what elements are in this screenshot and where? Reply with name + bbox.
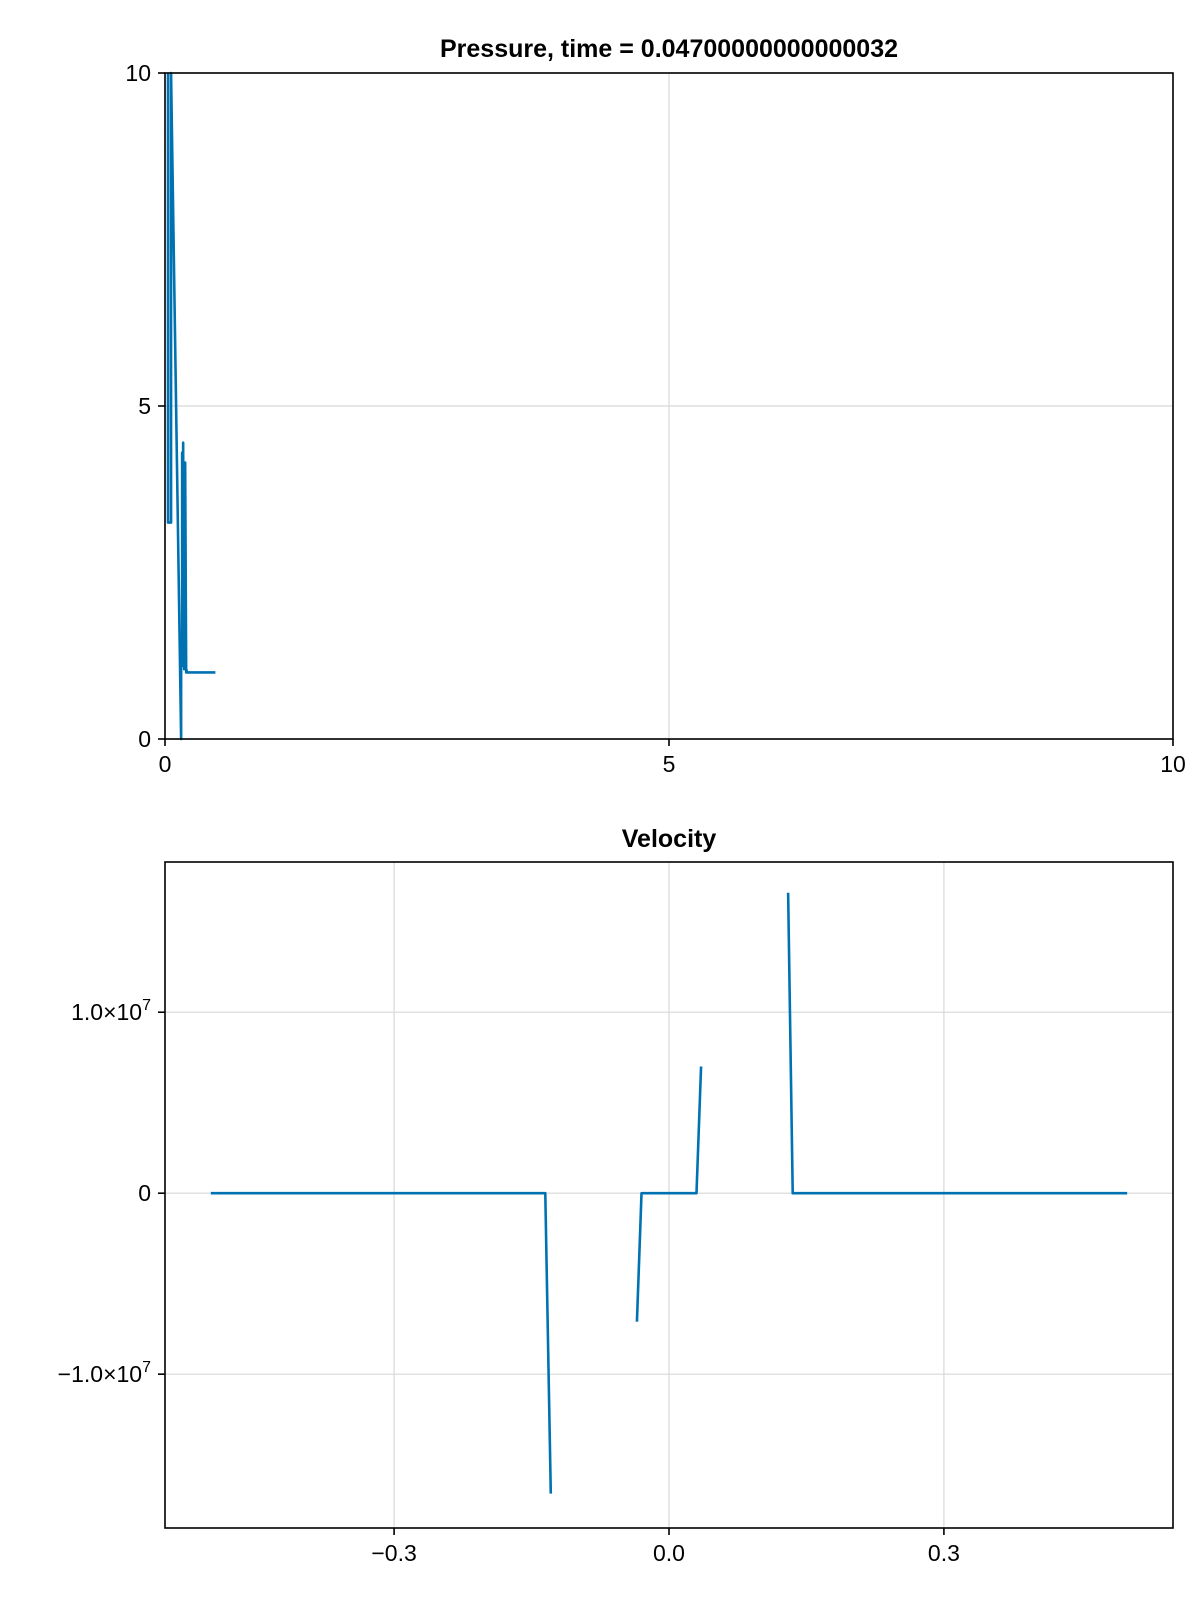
velocity-series-line-0-1 — [635, 1066, 703, 1322]
velocity-xtick-label-1: 0.0 — [653, 1540, 685, 1566]
velocity-series-line-0-0 — [210, 1191, 553, 1494]
pressure-ticks: 0 5 10 0 5 10 — [125, 60, 1185, 777]
velocity-ytick-label-1: 0 — [138, 1180, 151, 1206]
velocity-chart: Velocity −0.3 0.0 0.3 −1.0×107 0 1.0×107 — [58, 825, 1174, 1566]
pressure-ytick-label-1: 5 — [138, 393, 151, 419]
pressure-series — [166, 71, 216, 741]
velocity-series-line-0-2 — [786, 892, 1128, 1195]
velocity-chart-title: Velocity — [622, 825, 717, 853]
pressure-xtick-label-0: 0 — [159, 751, 172, 777]
pressure-ytick-label-2: 10 — [125, 60, 151, 86]
pressure-xtick-label-2: 10 — [1160, 751, 1186, 777]
velocity-xtick-label-2: 0.3 — [928, 1540, 960, 1566]
velocity-xtick-label-0: −0.3 — [371, 1540, 416, 1566]
velocity-ytick-label-2: 1.0×107 — [71, 997, 151, 1025]
velocity-ticks: −0.3 0.0 0.3 −1.0×107 0 1.0×107 — [58, 997, 960, 1566]
velocity-ytick-label-0: −1.0×107 — [58, 1359, 151, 1387]
pressure-ytick-label-0: 0 — [138, 726, 151, 752]
pressure-chart-title: Pressure, time = 0.04700000000000032 — [440, 35, 898, 63]
pressure-xtick-label-1: 5 — [663, 751, 676, 777]
velocity-series — [210, 892, 1128, 1494]
pressure-series-line-0-0 — [166, 71, 216, 741]
velocity-grid — [165, 862, 1173, 1528]
pressure-grid — [164, 72, 1174, 740]
pressure-chart: Pressure, time = 0.04700000000000032 0 5 1… — [125, 35, 1185, 777]
